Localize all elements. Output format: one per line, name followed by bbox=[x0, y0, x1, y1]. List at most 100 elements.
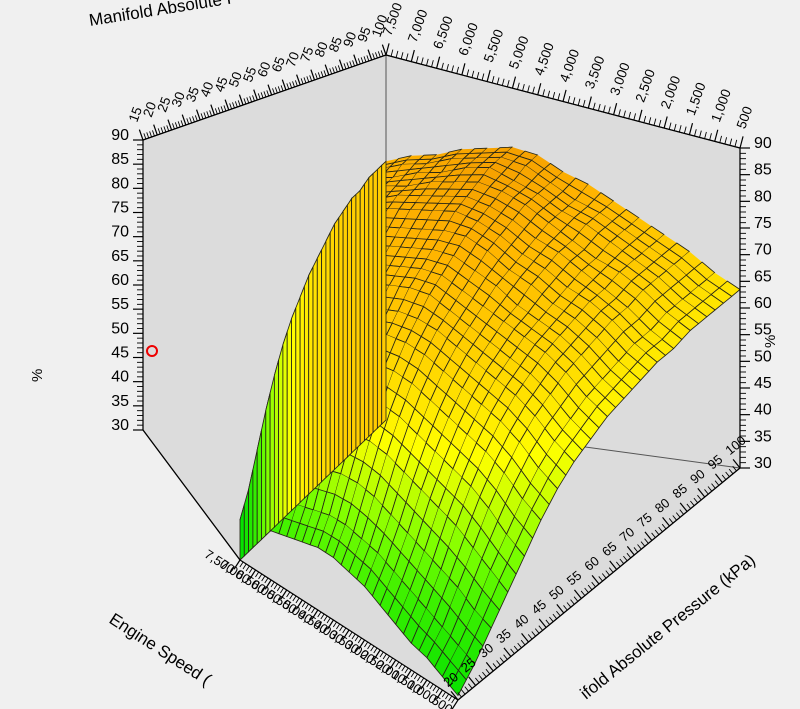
axis-tick-label: 70 bbox=[111, 224, 129, 241]
surface-quad bbox=[626, 343, 646, 362]
surface-quad bbox=[545, 303, 564, 320]
axis-tick-label: 75 bbox=[111, 200, 129, 217]
surface-skirt-quad bbox=[338, 209, 344, 467]
surface-quad bbox=[495, 157, 514, 168]
surface-quad bbox=[471, 221, 489, 236]
axis-tick-label: 50 bbox=[754, 348, 772, 365]
surface-quad bbox=[650, 277, 671, 295]
surface-quad bbox=[393, 416, 409, 445]
axis-tick-label: 60 bbox=[111, 272, 129, 289]
surface-quad bbox=[514, 498, 532, 528]
surface-quad bbox=[388, 175, 405, 182]
surface-quad bbox=[597, 289, 617, 305]
surface-quad bbox=[507, 180, 526, 193]
surface-quad bbox=[466, 609, 483, 637]
axis-tick-label: 45 bbox=[212, 75, 231, 94]
surface-quad bbox=[706, 272, 728, 288]
surface-quad bbox=[387, 370, 403, 394]
surface-skirt-quad bbox=[359, 182, 365, 446]
surface-quad bbox=[418, 608, 435, 635]
surface-quad bbox=[493, 235, 512, 253]
surface-quad bbox=[455, 387, 472, 411]
surface-quad bbox=[428, 451, 444, 480]
surface-quad bbox=[291, 504, 306, 524]
surface-quad bbox=[617, 229, 637, 245]
axis-tick-label: 55 bbox=[754, 322, 772, 339]
surface-quad bbox=[542, 222, 561, 239]
axis-tick-label: 65 bbox=[269, 55, 288, 74]
surface-quad bbox=[589, 337, 608, 359]
surface-quad bbox=[474, 404, 491, 428]
surface-quad bbox=[423, 294, 440, 314]
surface-quad bbox=[394, 266, 411, 278]
surface-quad bbox=[631, 217, 652, 233]
selected-cell-marker[interactable] bbox=[146, 345, 158, 357]
surface-quad bbox=[603, 242, 623, 259]
surface-quad bbox=[489, 285, 507, 305]
surface-quad bbox=[323, 515, 338, 537]
surface-quad bbox=[371, 552, 386, 579]
surface-quad bbox=[403, 287, 420, 304]
rpm-bottom-axis-ticks bbox=[233, 559, 459, 709]
axis-tick-label: 70 bbox=[283, 50, 302, 69]
surface-quad bbox=[506, 147, 526, 157]
surface-quad bbox=[481, 147, 500, 154]
axis-tick-label: 40 bbox=[754, 402, 772, 419]
axis-tick-label: 85 bbox=[326, 35, 345, 54]
percent-right-axis-tick-labels: 90 85 80 75 70 65 60 55 50 45 40 35 30 bbox=[754, 135, 772, 472]
surface-quad bbox=[450, 645, 467, 671]
surface-quad bbox=[531, 193, 550, 209]
axis-tick-label: 90 bbox=[340, 30, 359, 49]
surface-quad bbox=[445, 468, 462, 497]
surface-quad bbox=[551, 252, 571, 270]
surface-quad bbox=[594, 378, 614, 398]
axis-tick-label: 80 bbox=[754, 188, 772, 205]
surface-skirt-quad bbox=[321, 241, 327, 483]
axis-tick-label: 40 bbox=[111, 369, 129, 386]
surface-quad bbox=[483, 206, 502, 221]
surface-quad bbox=[435, 275, 452, 293]
surface-quad bbox=[397, 164, 415, 171]
percent-left-axis-title: % bbox=[29, 369, 46, 382]
surface-quad bbox=[531, 155, 551, 169]
surface-quad bbox=[558, 372, 577, 396]
axis-tick-label: 50 bbox=[111, 320, 129, 337]
surface-skirt-quad bbox=[308, 266, 314, 496]
surface-skirt-quad bbox=[286, 318, 292, 516]
axis-tick-label: 85 bbox=[111, 151, 129, 168]
surface-quad bbox=[544, 182, 563, 197]
surface-quad bbox=[363, 441, 379, 469]
surface-quad bbox=[449, 211, 467, 225]
axis-tick-label: 80 bbox=[111, 175, 129, 192]
axis-tick-label: 85 bbox=[754, 162, 772, 179]
percent-left-axis-tick-labels: 90 85 80 75 70 65 60 55 50 45 40 35 30 bbox=[111, 127, 129, 434]
axis-tick-label: 500 bbox=[734, 104, 756, 130]
surface-quad bbox=[681, 251, 703, 269]
surface-quad bbox=[367, 496, 383, 526]
surface-skirt-quad bbox=[269, 375, 275, 533]
surface-quad bbox=[465, 547, 482, 579]
axis-tick-label: 50 bbox=[226, 70, 245, 89]
surface-quad bbox=[582, 301, 601, 320]
surface-quad bbox=[399, 342, 415, 363]
surface-quad bbox=[690, 286, 712, 302]
percent-left-axis[interactable]: 90 85 80 75 70 65 60 55 50 45 40 35 30 % bbox=[29, 127, 241, 561]
surface-quad bbox=[436, 170, 454, 178]
surface-mesh[interactable] bbox=[239, 146, 741, 696]
surface-quad bbox=[524, 284, 543, 304]
surface-quad bbox=[531, 320, 550, 337]
surface-quad bbox=[515, 254, 534, 270]
surface-quad bbox=[431, 152, 450, 160]
percent-right-axis-title: % bbox=[762, 335, 779, 348]
surface-skirt-quad bbox=[334, 216, 340, 471]
surface-skirt-quad bbox=[261, 410, 267, 541]
axis-tick-label: 60 bbox=[254, 60, 273, 79]
surface-quad bbox=[568, 200, 588, 213]
surface-quad bbox=[556, 171, 576, 185]
percent-right-axis[interactable]: 90 85 80 75 70 65 60 55 50 45 40 35 30 % bbox=[739, 135, 779, 472]
axis-tick-label: 30 bbox=[169, 90, 188, 109]
surface-skirt-quad bbox=[273, 359, 280, 529]
axis-tick-label: 35 bbox=[111, 393, 129, 410]
